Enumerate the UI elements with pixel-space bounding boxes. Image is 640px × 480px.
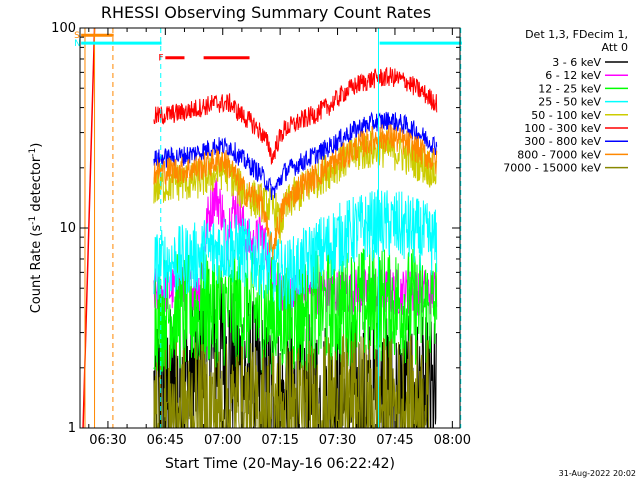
y-axis-label-end: ) <box>29 143 44 148</box>
y-axis-label-sup1: -1 <box>28 216 38 225</box>
flag-label-1: N <box>74 39 81 49</box>
series-line-7 <box>153 124 438 260</box>
legend-header-0: Det 1,3, FDecim 1, <box>525 28 628 41</box>
x-tick-label-1: 06:45 <box>147 433 184 448</box>
legend-label-2: 12 - 25 keV <box>538 82 601 95</box>
x-tick-label-0: 06:30 <box>89 433 126 448</box>
legend-label-8: 7000 - 15000 keV <box>503 162 601 175</box>
x-tick-label-5: 07:45 <box>376 433 413 448</box>
x-tick-label-3: 07:15 <box>261 433 298 448</box>
legend-label-5: 100 - 300 keV <box>524 122 601 135</box>
series-line-8 <box>153 332 429 430</box>
series-line-3 <box>153 189 438 311</box>
y-axis-label: Count Rate (s-1 detector-1) <box>28 143 44 314</box>
legend-label-4: 50 - 100 keV <box>531 109 601 122</box>
y-axis-label-mid: detector <box>29 156 44 216</box>
series-line-5 <box>153 67 438 165</box>
x-tick-label-2: 07:00 <box>204 433 241 448</box>
y-tick-label-2: 100 <box>51 21 76 36</box>
legend-label-0: 3 - 6 keV <box>552 56 601 69</box>
flag-label-0: S <box>74 31 80 41</box>
y-tick-label-1: 10 <box>59 221 76 236</box>
series-line-6 <box>153 111 438 201</box>
x-tick-label-4: 07:30 <box>319 433 356 448</box>
y-tick-label-0: 1 <box>68 421 76 436</box>
legend-label-6: 300 - 800 keV <box>524 135 601 148</box>
y-axis-label-main: Count Rate (s <box>29 225 44 314</box>
x-axis-label: Start Time (20-May-16 06:22:42) <box>165 456 395 472</box>
legend-header-1: Att 0 <box>602 41 628 54</box>
flag-label-3: F <box>158 54 163 64</box>
legend-label-1: 6 - 12 keV <box>545 69 601 82</box>
legend-label-7: 800 - 7000 keV <box>517 148 601 161</box>
footer-timestamp: 31-Aug-2022 20:02 <box>559 469 636 478</box>
legend-label-3: 25 - 50 keV <box>538 96 601 109</box>
axes-layer: 06:30 06:45 07:00 07:15 07:30 07:45 08:00 1 10 10… <box>51 21 471 448</box>
chart-title: RHESSI Observing Summary Count Rates <box>101 3 431 22</box>
y-axis-label-sup2: -1 <box>28 148 38 157</box>
data-layer <box>82 27 438 430</box>
x-tick-label-6: 08:00 <box>434 433 471 448</box>
overlay-layer: SN F <box>74 28 462 428</box>
